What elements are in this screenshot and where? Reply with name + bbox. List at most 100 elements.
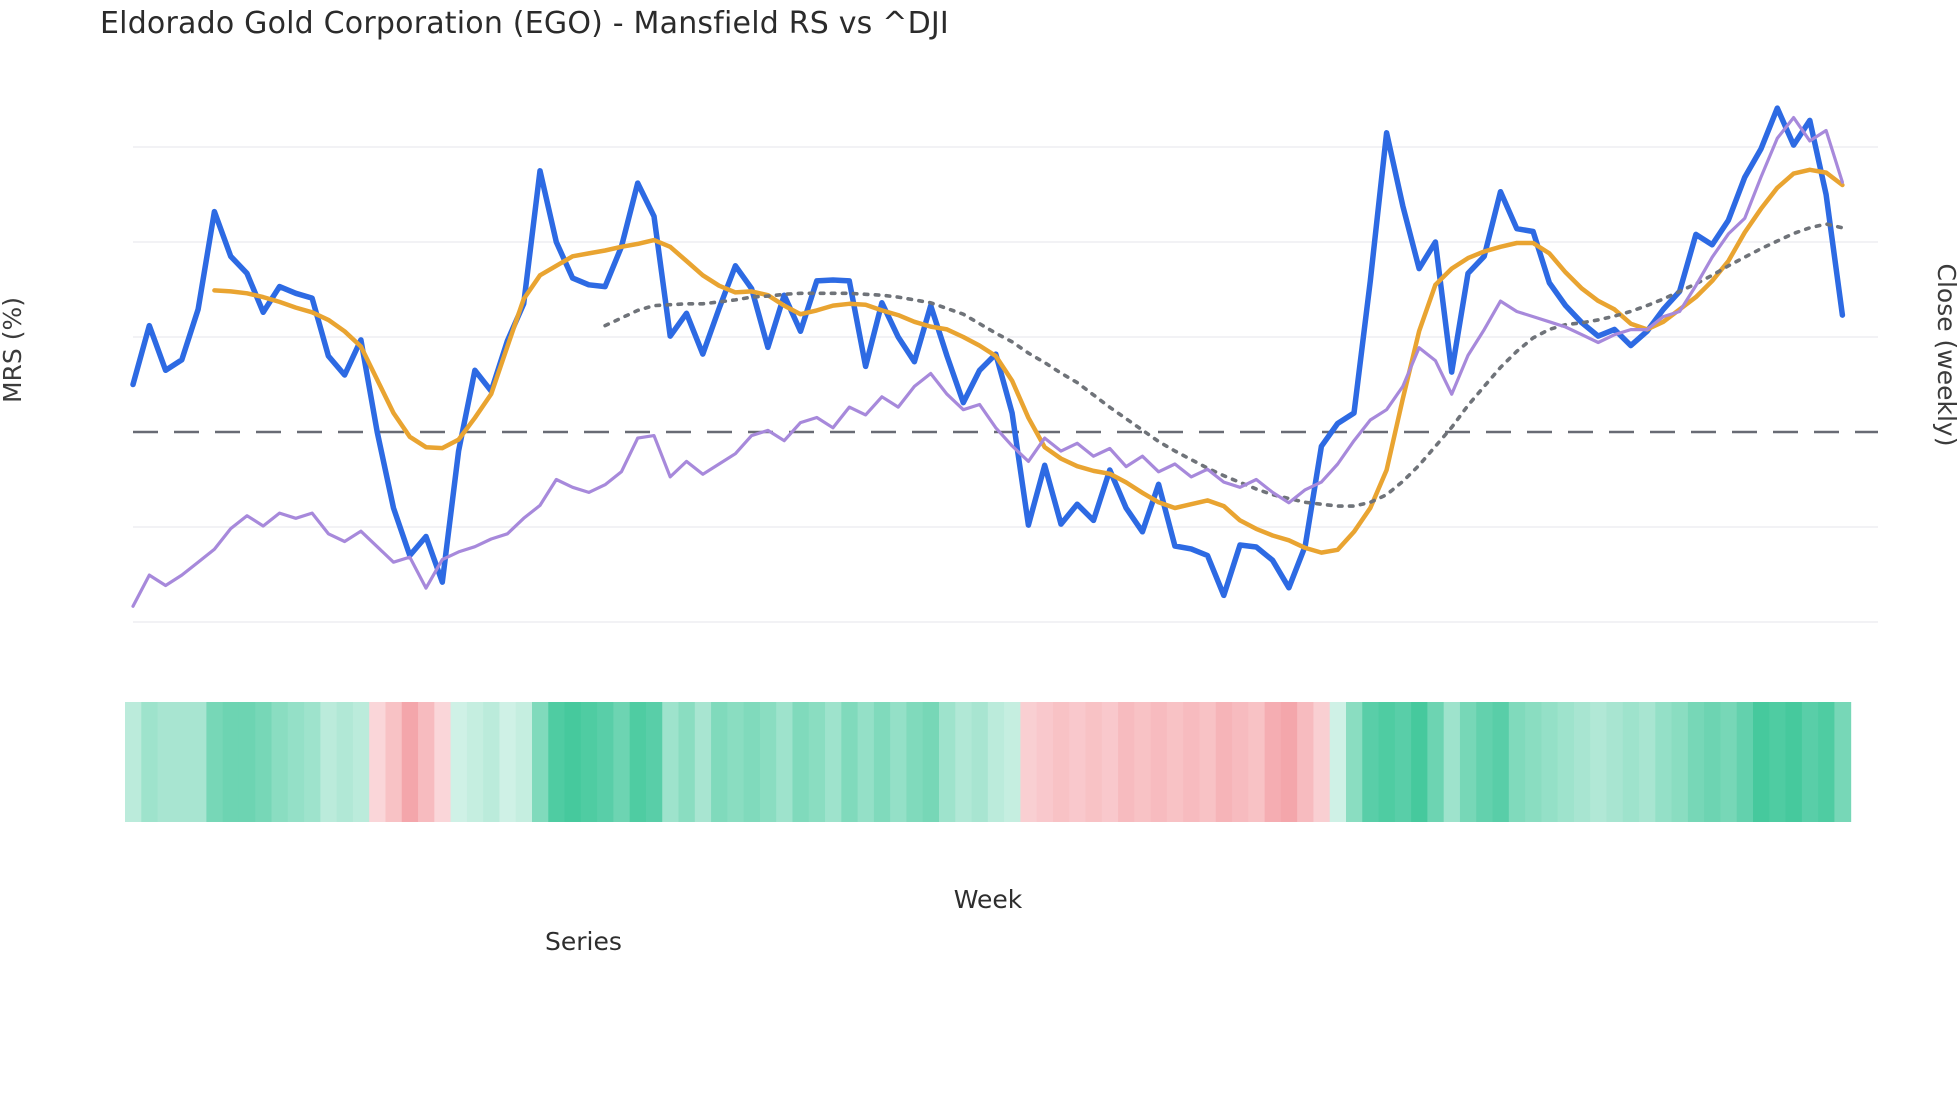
- heatmap-week-cell: [825, 702, 842, 822]
- heatmap-week-cell: [613, 702, 631, 822]
- heatmap-week-cell: [1687, 702, 1705, 822]
- heatmap-week-cell: [971, 702, 989, 822]
- left-axis-title: MRS (%): [0, 297, 27, 403]
- heatmap-week-cell: [792, 702, 810, 822]
- heatmap-week-cell: [776, 702, 793, 822]
- heatmap-week-cell: [727, 702, 745, 822]
- heatmap-week-cell: [629, 702, 647, 822]
- heatmap-week-cell: [580, 702, 598, 822]
- heatmap-week-cell: [873, 702, 891, 822]
- heatmap-week-cell: [1557, 702, 1575, 822]
- series-line-weekly-close: [131, 116, 1844, 608]
- heatmap-week-cell: [939, 702, 956, 822]
- heatmap-week-cell: [711, 702, 728, 822]
- heatmap-week-cell: [369, 702, 386, 822]
- heatmap-week-cell: [1427, 702, 1445, 822]
- heatmap-week-cell: [255, 702, 273, 822]
- heatmap-week-cell: [1492, 702, 1510, 822]
- heatmap-week-cell: [564, 702, 582, 822]
- heatmap-week-cell: [401, 702, 419, 822]
- heatmap-week-cell: [1606, 702, 1624, 822]
- grid-layer: [133, 146, 1878, 623]
- heatmap-week-cell: [1199, 702, 1217, 822]
- heatmap-week-cell: [1801, 702, 1819, 822]
- series-line-slow-ma: [603, 222, 1845, 508]
- heatmap-week-cell: [1329, 702, 1347, 822]
- heatmap-week-cell: [1785, 702, 1803, 822]
- series-line-mrs-: [130, 105, 1846, 599]
- heatmap-week-cell: [532, 702, 549, 822]
- heatmap-week-cell: [1753, 702, 1770, 822]
- series-layer: [130, 105, 1846, 608]
- page-title: Eldorado Gold Corporation (EGO) - Mansfi…: [100, 6, 949, 41]
- right-axis-title: Close (weekly): [1932, 264, 1960, 447]
- heatmap-week-cell: [1655, 702, 1673, 822]
- heatmap-week-cell: [1394, 702, 1412, 822]
- heatmap-week-cell: [206, 702, 224, 822]
- heatmap-week-cell: [955, 702, 973, 822]
- heatmap-week-cell: [1346, 702, 1363, 822]
- heatmap-week-cell: [1313, 702, 1331, 822]
- heatmap-week-cell: [1280, 702, 1298, 822]
- heatmap-week-cell: [1183, 702, 1200, 822]
- heatmap-week-cell: [1118, 702, 1135, 822]
- heatmap-week-cell: [1215, 702, 1233, 822]
- heatmap-week-cell: [1101, 702, 1119, 822]
- heatmap-week-cell: [1671, 702, 1689, 822]
- heatmap-week-cell: [1704, 702, 1721, 822]
- heatmap-week-cell: [352, 702, 370, 822]
- heatmap-week-cell: [1362, 702, 1380, 822]
- heatmap-week-cell: [499, 702, 517, 822]
- heatmap-week-cell: [987, 702, 1005, 822]
- heatmap-week-cell: [1818, 702, 1835, 822]
- heatmap-week-cell: [271, 702, 289, 822]
- heatmap-week-cell: [320, 702, 338, 822]
- heatmap-week-cell: [173, 702, 191, 822]
- heatmap-week-cell: [1736, 702, 1754, 822]
- heatmap-week-cell: [1590, 702, 1607, 822]
- heatmap-week-cell: [483, 702, 500, 822]
- heatmap-week-cell: [1150, 702, 1168, 822]
- heatmap-week-cell: [1769, 702, 1787, 822]
- series-line-fast-ma: [212, 167, 1845, 555]
- heatmap-week-cell: [515, 702, 533, 822]
- heatmap-week-cell: [645, 702, 663, 822]
- heatmap-week-cell: [190, 702, 207, 822]
- heatmap-week-cell: [1232, 702, 1249, 822]
- heatmap-week-cell: [434, 702, 452, 822]
- heatmap-week-cell: [841, 702, 859, 822]
- heatmap-week-cell: [418, 702, 435, 822]
- heatmap-week-cell: [304, 702, 321, 822]
- heatmap-week-cell: [336, 702, 354, 822]
- heatmap-week-cell: [1085, 702, 1103, 822]
- heatmap-week-cell: [222, 702, 240, 822]
- heatmap-strip: [125, 702, 1852, 822]
- heatmap-week-cell: [890, 702, 907, 822]
- heatmap-week-cell: [1720, 702, 1738, 822]
- heatmap-week-cell: [1573, 702, 1591, 822]
- heatmap-week-cell: [1525, 702, 1542, 822]
- heatmap-week-cell: [1443, 702, 1461, 822]
- heatmap-week-cell: [450, 702, 468, 822]
- heatmap-week-cell: [1411, 702, 1428, 822]
- heatmap-week-cell: [1020, 702, 1038, 822]
- heatmap-week-cell: [1036, 702, 1054, 822]
- heatmap-week-cell: [808, 702, 826, 822]
- heatmap-week-cell: [1541, 702, 1559, 822]
- heatmap-week-cell: [1004, 702, 1021, 822]
- heatmap-week-cell: [694, 702, 712, 822]
- heatmap-week-cell: [1622, 702, 1640, 822]
- heatmap-week-cell: [922, 702, 940, 822]
- heatmap-week-cell: [238, 702, 256, 822]
- heatmap-week-cell: [1378, 702, 1396, 822]
- heatmap-week-cell: [743, 702, 761, 822]
- heatmap-week-cell: [1166, 702, 1184, 822]
- heatmap-week-cell: [1069, 702, 1087, 822]
- legend-title: Series: [545, 926, 622, 956]
- heatmap-week-cell: [662, 702, 680, 822]
- heatmap-week-cell: [906, 702, 924, 822]
- heatmap-week-cell: [678, 702, 696, 822]
- x-axis-title: Week: [954, 885, 1023, 914]
